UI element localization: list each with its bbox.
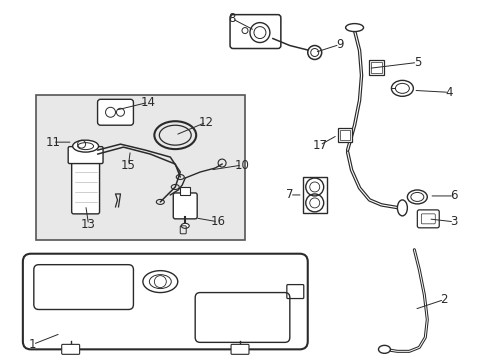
Text: 12: 12: [198, 116, 213, 129]
Text: 5: 5: [413, 56, 420, 69]
Ellipse shape: [181, 223, 189, 228]
FancyBboxPatch shape: [368, 60, 384, 75]
FancyBboxPatch shape: [180, 187, 190, 195]
Text: 13: 13: [81, 218, 96, 231]
Text: 2: 2: [440, 293, 447, 306]
FancyBboxPatch shape: [229, 15, 280, 49]
Text: 14: 14: [141, 96, 156, 109]
FancyBboxPatch shape: [230, 345, 248, 354]
FancyBboxPatch shape: [337, 128, 351, 142]
Text: 3: 3: [449, 215, 457, 228]
Ellipse shape: [397, 200, 407, 216]
Ellipse shape: [407, 190, 427, 204]
FancyBboxPatch shape: [68, 147, 103, 163]
Ellipse shape: [345, 24, 363, 32]
Ellipse shape: [73, 140, 99, 152]
Text: 10: 10: [234, 158, 249, 172]
Text: 8: 8: [228, 12, 235, 25]
FancyBboxPatch shape: [98, 99, 133, 125]
FancyBboxPatch shape: [61, 345, 80, 354]
FancyBboxPatch shape: [23, 254, 307, 349]
Text: 11: 11: [45, 136, 60, 149]
FancyBboxPatch shape: [286, 285, 303, 298]
Text: 4: 4: [445, 86, 452, 99]
Text: 6: 6: [449, 189, 457, 202]
Text: 9: 9: [335, 38, 343, 51]
Text: 15: 15: [121, 158, 136, 172]
Text: 1: 1: [29, 338, 37, 351]
Circle shape: [307, 45, 321, 59]
Text: 16: 16: [210, 215, 225, 228]
FancyBboxPatch shape: [416, 210, 438, 228]
Ellipse shape: [390, 80, 412, 96]
FancyBboxPatch shape: [72, 155, 100, 214]
FancyBboxPatch shape: [173, 193, 197, 219]
Bar: [36, 95, 244, 240]
Text: 7: 7: [285, 188, 293, 202]
Text: 17: 17: [311, 139, 326, 152]
Ellipse shape: [378, 345, 389, 353]
